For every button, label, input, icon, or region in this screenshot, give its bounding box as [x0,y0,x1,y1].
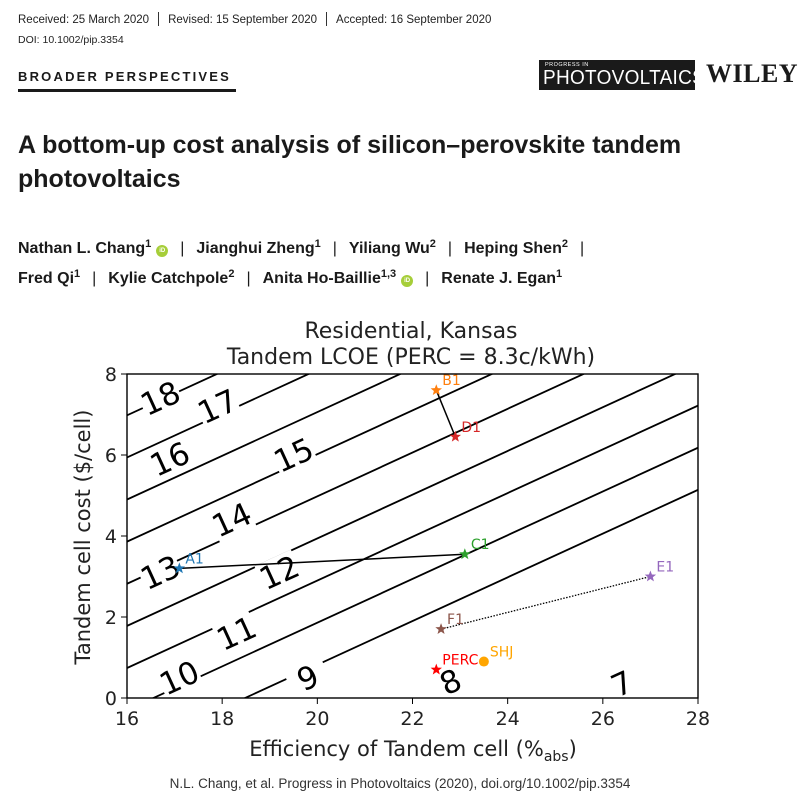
point-label: D1 [461,420,481,436]
author-separator: | [92,270,97,287]
author-list: Nathan L. Chang1 iD | Jianghui Zheng1 | Yilia… [18,234,788,294]
meta-row: Received: 25 March 2020 Revised: 15 Septe… [18,12,491,26]
author[interactable]: Fred Qi1 [18,268,81,288]
contour-label-bg [206,496,257,543]
contour-line [127,374,403,501]
journal-logo: PROGRESS IN PHOTOVOLTAICS [539,60,705,90]
accepted-date: Accepted: 16 September 2020 [336,14,492,26]
connector-line [179,553,465,570]
contour-label: 16 [145,435,196,484]
y-tick-label: 2 [105,607,117,629]
contour-label-bg [254,549,305,596]
divider [326,12,328,26]
data-point [435,623,447,634]
data-point [173,562,186,574]
author[interactable]: Kylie Catchpole2 [108,268,235,288]
journal-logo-subtitle: PROGRESS IN [545,62,589,68]
section-rule [18,89,236,92]
contour-label: 10 [154,654,205,703]
contour-line [242,489,698,698]
author[interactable]: Anita Ho-Baillie1,3 [262,268,397,288]
divider [158,12,160,26]
x-tick-label: 26 [591,708,615,730]
figure-caption: N.L. Chang, et al. Progress in Photovolt… [169,776,631,791]
author-line-1: Nathan L. Chang1 iD | Jianghui Zheng1 | Yilia… [18,234,788,264]
data-point [644,570,657,582]
x-tick-label: 20 [305,708,329,730]
y-tick-label: 0 [105,688,117,710]
author-line-2: Fred Qi1 | Kylie Catchpole2 | Anita Ho-Baill… [18,264,788,294]
chart-title: Residential, Kansas [304,319,517,344]
data-point [478,656,489,667]
contour-label-bg [154,654,205,701]
journal-logo-title: PHOTOVOLTAICS [543,67,706,89]
x-tick-label: 16 [115,708,139,730]
y-axis-label: Tandem cell cost ($/cell) [71,410,95,666]
x-tick-label: 22 [400,708,424,730]
publisher-logo: WILEY [706,59,799,88]
point-label: F1 [447,612,464,628]
data-point [459,548,471,560]
contour-label-bg [268,432,319,478]
contour-line [127,374,678,627]
author-separator: | [579,240,585,257]
contour-label: 14 [207,496,258,545]
contour-label-bg [135,375,186,422]
doi[interactable]: DOI: 10.1002/pip.3354 [18,34,124,46]
title-line-2: photovoltaics [18,165,181,193]
contour-label: 13 [135,549,186,598]
title-line-1: A bottom-up cost analysis of silicon–per… [18,131,682,159]
x-axis-label: Efficiency of Tandem cell (%abs) [249,737,577,765]
author-separator: | [332,240,337,257]
connector-line [435,389,457,438]
orcid-icon[interactable]: iD [156,245,169,257]
lcoe-contour-chart: Residential, Kansas Tandem LCOE (PERC = … [71,319,710,765]
author[interactable]: Nathan L. Chang1 [18,238,152,258]
author[interactable]: Heping Shen2 [464,238,568,258]
contour-label-bg [144,436,195,482]
contour-label-bg [135,549,186,596]
contour-label-bg [282,654,333,701]
point-label: E1 [656,560,674,576]
x-tick-label: 18 [210,708,234,730]
point-label: B1 [442,373,461,389]
connector-line [440,575,651,630]
author[interactable]: Yiliang Wu2 [348,238,436,258]
contour-label-bg [192,383,243,430]
contour-line [127,374,494,543]
contour-label-bg [211,610,262,657]
chart-subtitle: Tandem LCOE (PERC = 8.3c/kWh) [226,345,595,370]
point-label: SHJ [490,645,514,661]
author-separator: | [447,240,453,257]
section-label: BROADER PERSPECTIVES [18,69,232,84]
point-label: PERC [442,653,478,669]
data-point [449,430,462,442]
author-separator: | [180,240,185,257]
data-point [430,384,442,396]
point-label: C1 [471,537,490,553]
point-label: A1 [185,551,203,567]
received-date: Received: 25 March 2020 [18,14,150,26]
revised-date: Revised: 15 September 2020 [168,14,318,26]
y-tick-label: 6 [105,445,117,467]
x-tick-label: 24 [496,708,520,730]
y-tick-label: 4 [105,526,117,548]
contour-label-bg [597,660,647,707]
article-title: A bottom-up cost analysis of silicon–per… [18,128,778,196]
author-separator: | [425,270,430,287]
author[interactable]: Renate J. Egan1 [441,268,563,288]
author[interactable]: Jianghui Zheng1 [196,238,321,258]
x-tick-label: 28 [686,708,710,730]
y-tick-label: 8 [105,364,117,386]
data-point [430,663,442,675]
contour-line [151,446,698,698]
orcid-icon[interactable]: iD [401,275,414,287]
contour-label: 18 [135,375,186,424]
author-separator: | [246,270,251,287]
